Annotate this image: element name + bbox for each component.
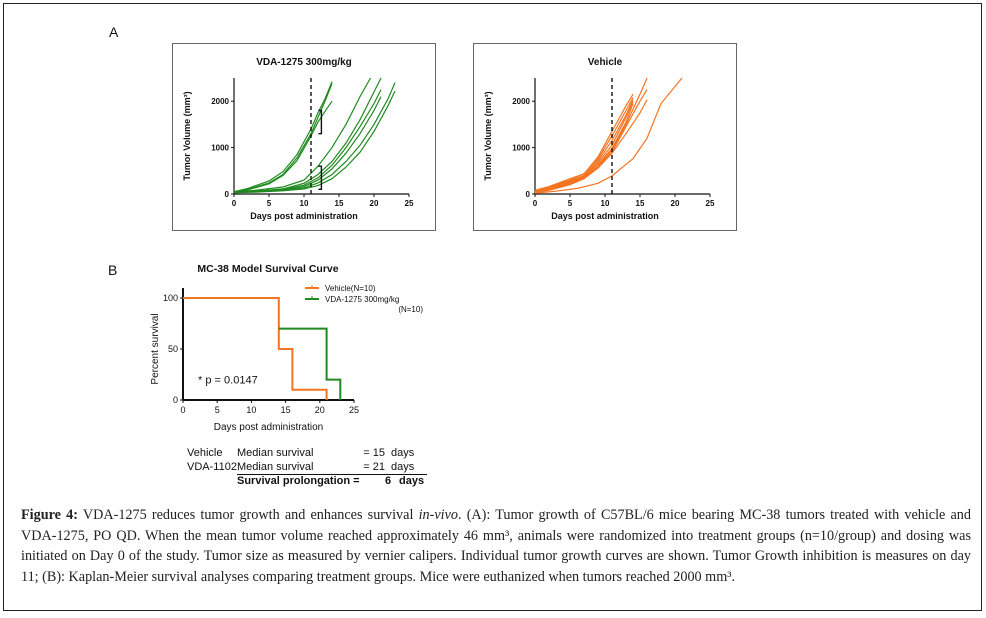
chart-title: VDA-1275 300mg/kg <box>256 57 352 68</box>
x-tick-label: 10 <box>601 199 610 208</box>
chart-title: Vehicle <box>588 57 623 68</box>
growth-curve <box>233 100 333 193</box>
legend-sublabel: (N=10) <box>398 305 423 314</box>
x-tick-label: 20 <box>370 199 379 208</box>
caption-text-1: VDA-1275 reduces tumor growth and enhanc… <box>77 507 419 523</box>
survival-chart: MC-38 Model Survival Curve 0 5 10 15 20 25 0 50 1… <box>150 263 423 433</box>
growth-curve <box>534 89 648 194</box>
growth-curve <box>534 99 648 194</box>
bracket <box>318 109 323 135</box>
panel-label-a: A <box>109 24 119 40</box>
y-tick-label: 50 <box>168 344 178 354</box>
growth-curve <box>534 77 648 193</box>
tumor-growth-vehicle-chart: Vehicle 0 5 10 15 20 25 0 1000 2000 Days post admi… <box>483 57 715 221</box>
row-unit: days <box>385 461 427 475</box>
chart-frame-treatment: VDA-1275 300mg/kg 0 5 10 15 20 25 0 1000 2000 Days… <box>172 43 436 231</box>
chart-frame-vehicle: Vehicle 0 5 10 15 20 25 0 1000 2000 Days post admi… <box>473 43 737 231</box>
y-tick-label: 0 <box>225 190 230 199</box>
growth-curve <box>233 96 382 194</box>
legend-label: Vehicle(N=10) <box>325 284 376 293</box>
y-axis-label: Tumor Volume (mm³) <box>182 91 192 180</box>
prolongation-unit: days <box>399 475 425 487</box>
prolongation-label: Survival prolongation = <box>237 475 360 487</box>
x-tick-label: 5 <box>215 405 220 415</box>
x-tick-label: 25 <box>706 199 715 208</box>
row-label: Median survival <box>237 461 355 475</box>
survival-curve <box>278 327 342 400</box>
y-tick-label: 0 <box>526 190 531 199</box>
growth-curve <box>233 90 396 194</box>
x-tick-label: 25 <box>405 199 414 208</box>
x-tick-label: 0 <box>232 199 237 208</box>
x-axis-label: Days post administration <box>214 422 324 433</box>
y-tick-label: 1000 <box>211 144 229 153</box>
y-tick-label: 100 <box>163 293 178 303</box>
tumor-growth-treatment-chart: VDA-1275 300mg/kg 0 5 10 15 20 25 0 1000 2000 Days… <box>182 57 414 221</box>
y-tick-label: 1000 <box>512 144 530 153</box>
panel-label-b: B <box>108 262 118 278</box>
y-axis-label: Tumor Volume (mm³) <box>483 91 493 180</box>
x-tick-label: 5 <box>267 199 272 208</box>
x-tick-label: 5 <box>568 199 573 208</box>
legend-label: VDA-1275 300mg/kg <box>325 295 399 304</box>
median-row: Vehicle Median survival = 15 days <box>187 447 435 461</box>
group-name: VDA-1102 <box>187 460 237 473</box>
figure-border <box>3 3 982 611</box>
x-tick-label: 15 <box>335 199 344 208</box>
growth-curve <box>233 77 372 193</box>
figure-label: Figure 4: <box>21 507 78 523</box>
x-tick-label: 25 <box>349 405 359 415</box>
y-tick-label: 2000 <box>512 97 530 106</box>
x-tick-label: 0 <box>533 199 538 208</box>
x-tick-label: 0 <box>180 405 185 415</box>
x-tick-label: 20 <box>671 199 680 208</box>
y-tick-label: 0 <box>173 395 178 405</box>
x-axis-label: Days post administration <box>551 211 659 221</box>
prolongation-value: 6 <box>385 475 392 487</box>
median-row: VDA-1102 Median survival = 21 days <box>187 460 435 475</box>
x-tick-label: 15 <box>636 199 645 208</box>
row-label: Median survival <box>237 447 314 459</box>
caption-italic: in-vivo <box>418 507 458 523</box>
p-value-annotation: * p = 0.0147 <box>198 375 258 387</box>
row-value: = 15 <box>363 447 385 459</box>
x-tick-label: 10 <box>300 199 309 208</box>
prolongation-row: Survival prolongation = 6 days <box>187 475 435 489</box>
row-value: = 21 <box>355 461 385 475</box>
x-axis-label: Days post administration <box>250 211 358 221</box>
bracket <box>318 165 323 191</box>
row-unit: days <box>391 447 415 459</box>
growth-curve <box>534 77 683 194</box>
growth-curve <box>233 81 333 193</box>
figure-caption: Figure 4: VDA-1275 reduces tumor growth … <box>21 505 971 587</box>
y-axis-label: Percent survival <box>150 313 161 384</box>
survival-curve <box>183 297 328 400</box>
x-tick-label: 15 <box>281 405 291 415</box>
median-survival-table: Vehicle Median survival = 15 days VDA-11… <box>187 447 435 489</box>
chart-title: MC-38 Model Survival Curve <box>197 263 338 275</box>
y-tick-label: 2000 <box>211 97 229 106</box>
x-tick-label: 10 <box>246 405 256 415</box>
x-tick-label: 20 <box>315 405 325 415</box>
caption-text-2: . (A): Tumor growth of C57BL/6 mice bear… <box>21 507 971 585</box>
group-name: Vehicle <box>187 447 223 459</box>
